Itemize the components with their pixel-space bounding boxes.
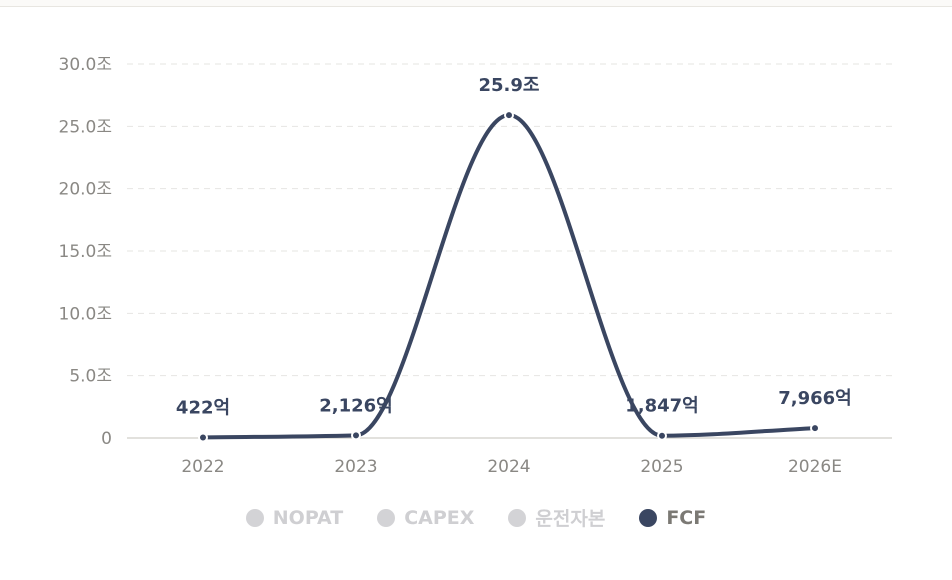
y-tick-label: 10.0조 [59, 304, 113, 324]
y-tick-label: 15.0조 [59, 242, 113, 262]
fcf-data-points [198, 110, 820, 443]
fcf-series-line [201, 113, 817, 440]
y-tick-label: 30.0조 [59, 55, 113, 75]
x-axis-tick-labels: 2022 2023 2024 2025 2026E [181, 457, 842, 477]
legend-item-운전자본[interactable]: 운전자본 [508, 504, 605, 531]
fcf-data-label: 7,966억 [778, 388, 852, 409]
fcf-data-label: 2,126억 [319, 395, 393, 416]
chart-legend: NOPAT CAPEX 운전자본 FCF [0, 504, 952, 531]
y-tick-label: 0 [101, 429, 112, 449]
y-tick-label: 5.0조 [69, 367, 112, 387]
x-tick-label: 2026E [788, 457, 842, 477]
legend-dot-icon [245, 508, 264, 527]
legend-label: CAPEX [404, 506, 475, 529]
fcf-data-label: 25.9조 [479, 75, 540, 96]
x-tick-label: 2023 [334, 457, 377, 477]
fcf-data-label: 1,847억 [625, 396, 699, 417]
fcf-data-point[interactable] [657, 430, 667, 441]
legend-dot-icon [508, 508, 527, 527]
x-tick-label: 2025 [640, 457, 683, 477]
fcf-data-point[interactable] [504, 110, 514, 121]
fcf-data-point[interactable] [810, 423, 820, 434]
y-tick-label: 25.0조 [59, 117, 113, 137]
legend-label: FCF [666, 506, 707, 529]
legend-item-nopat[interactable]: NOPAT [245, 504, 344, 531]
legend-label: 운전자본 [535, 508, 606, 530]
y-axis-tick-labels: 0 5.0조 10.0조 15.0조 20.0조 25.0조 30.0조 [59, 55, 113, 449]
fcf-data-point[interactable] [198, 432, 208, 443]
legend-dot-icon [639, 508, 658, 527]
x-tick-label: 2022 [181, 457, 224, 477]
top-divider [0, 0, 952, 7]
legend-item-fcf[interactable]: FCF [639, 504, 706, 531]
fcf-data-labels: 422억 2,126억 25.9조 1,847억 7,966억 [176, 75, 852, 418]
y-tick-label: 20.0조 [59, 180, 113, 200]
fcf-data-point[interactable] [351, 430, 361, 441]
x-tick-label: 2024 [487, 457, 530, 477]
legend-dot-icon [377, 508, 396, 527]
fcf-data-label: 422억 [176, 397, 230, 418]
legend-item-capex[interactable]: CAPEX [377, 504, 474, 531]
legend-label: NOPAT [272, 506, 344, 529]
